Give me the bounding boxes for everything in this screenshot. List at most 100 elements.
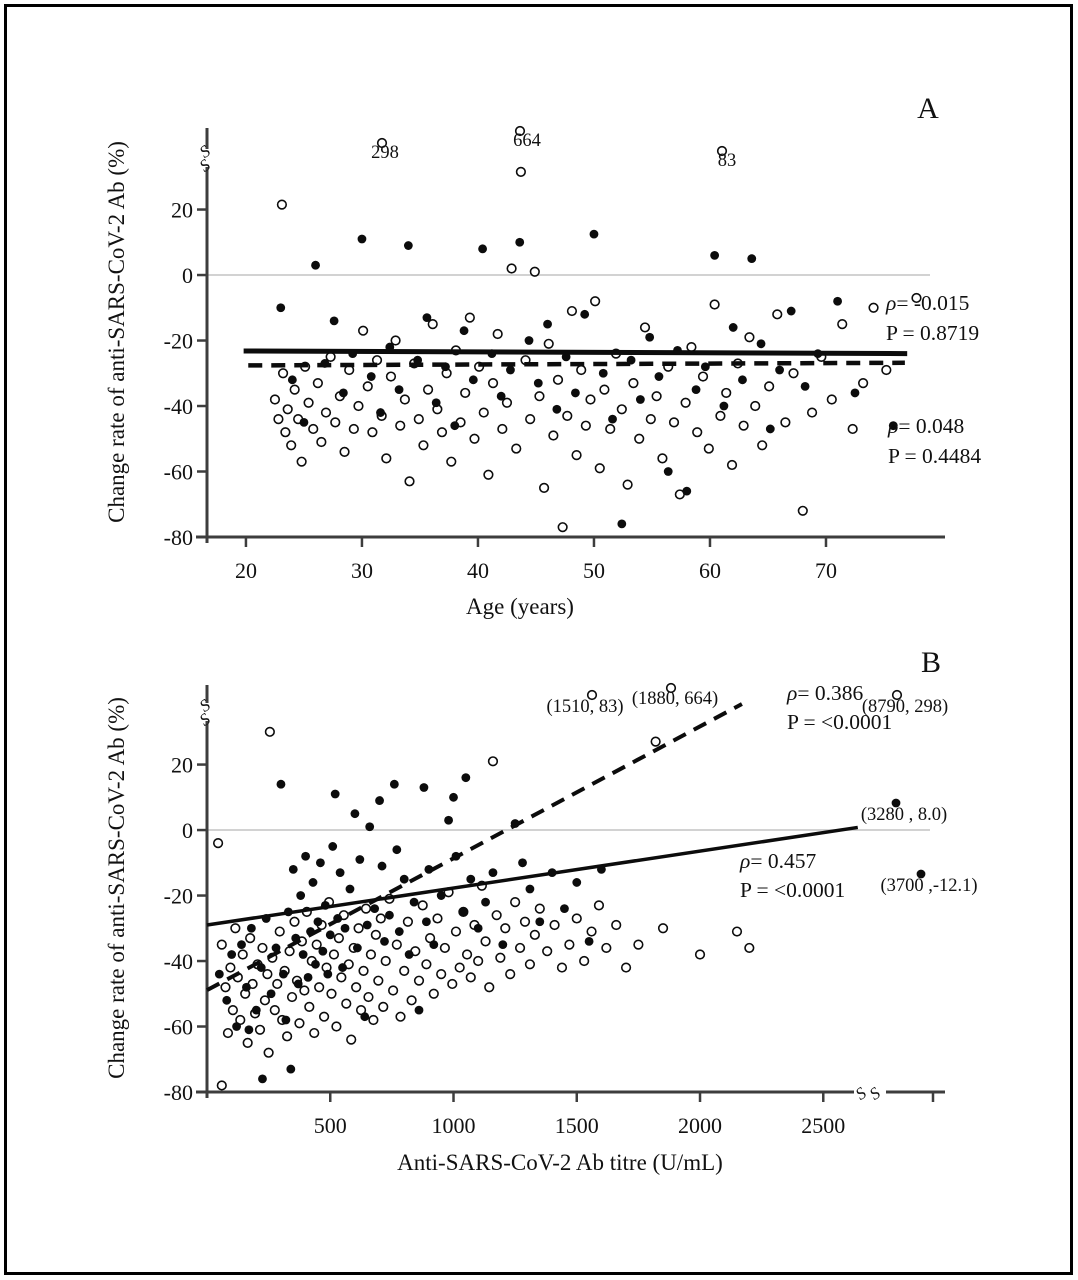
data-point [360, 903, 372, 914]
data-point [620, 962, 632, 973]
data-point [212, 838, 224, 849]
data-point [552, 374, 564, 385]
data-point [529, 929, 540, 940]
data-point [403, 241, 413, 250]
data-point [506, 365, 515, 375]
data-point [365, 822, 375, 832]
data-point [362, 381, 373, 392]
x-tick-label: 500 [314, 1113, 347, 1138]
off-scale-label: (8790, 298) [862, 697, 948, 717]
data-point [911, 292, 922, 304]
data-point [833, 296, 842, 306]
data-point [220, 982, 231, 993]
data-point [538, 482, 550, 493]
data-point [394, 927, 404, 936]
data-point [535, 917, 545, 927]
data-point [497, 423, 508, 435]
data-point [491, 910, 502, 921]
data-point [308, 423, 319, 435]
y-axis-title: Change rate of anti-SARS-CoV-2 Ab (%) [104, 697, 129, 1079]
data-point [709, 299, 720, 310]
data-point [765, 424, 775, 434]
data-point [230, 923, 241, 934]
y-tick-label: -80 [164, 525, 193, 550]
data-point [391, 939, 402, 950]
data-point [744, 332, 755, 343]
data-point [289, 916, 300, 927]
data-point [495, 952, 506, 963]
data-point [330, 789, 340, 799]
data-point [395, 420, 406, 431]
data-point [459, 326, 469, 336]
data-point [299, 985, 310, 996]
data-point [447, 978, 458, 990]
x-tick-label: 70 [815, 558, 837, 583]
x-tick-label: 30 [351, 558, 373, 583]
data-point [339, 446, 350, 457]
data-point [731, 926, 743, 937]
data-point [552, 404, 562, 414]
data-point [525, 414, 536, 425]
data-point [529, 266, 540, 277]
data-point [262, 969, 273, 980]
data-point [225, 962, 236, 973]
p-value-stat: P = 0.4484 [888, 444, 981, 468]
data-point [780, 417, 791, 428]
data-point [328, 949, 340, 960]
data-point [368, 1014, 379, 1026]
data-point [800, 381, 810, 391]
data-point [353, 400, 364, 412]
data-point [756, 339, 766, 349]
data-point [589, 229, 599, 239]
data-point [599, 384, 610, 395]
data-point [458, 907, 468, 917]
data-point [585, 394, 596, 405]
data-point [518, 858, 527, 868]
data-point [881, 364, 892, 376]
x-axis: 20 30 40 50 60 70 [196, 535, 945, 583]
off-scale-point [891, 689, 903, 701]
data-point [436, 891, 446, 900]
y-tick-label: -80 [164, 1080, 193, 1105]
y-tick-label: -20 [164, 329, 193, 354]
data-point [524, 959, 536, 970]
data-point [312, 377, 323, 389]
x-axis-title: Anti-SARS-CoV-2 Ab titre (U/mL) [397, 1150, 723, 1175]
data-point [639, 322, 651, 333]
data-point [279, 969, 288, 979]
data-point [511, 443, 522, 454]
data-point [336, 972, 347, 983]
data-point [593, 900, 605, 911]
data-point [680, 397, 691, 408]
y-tick-label: -60 [164, 1015, 193, 1040]
data-point [385, 910, 394, 920]
data-point [421, 917, 431, 927]
data-point [314, 982, 325, 993]
data-point [352, 943, 362, 953]
data-point [362, 920, 372, 930]
data-point [501, 397, 513, 408]
data-point [399, 874, 409, 884]
data-point [580, 420, 591, 431]
data-point [346, 1034, 357, 1045]
y-tick-label: 0 [182, 263, 193, 288]
data-point [686, 341, 697, 353]
data-point [325, 351, 336, 362]
data-point [277, 368, 289, 379]
data-point [692, 427, 703, 438]
data-point [296, 891, 306, 900]
data-point [584, 936, 594, 946]
data-point [488, 868, 498, 878]
solid-trend-line [243, 348, 908, 357]
data-point [318, 1011, 330, 1022]
rho-stat: ρ= -0.015 [885, 291, 969, 315]
data-point [465, 972, 476, 983]
data-point [506, 263, 517, 274]
series-filled [214, 773, 606, 1084]
data-point [487, 756, 499, 767]
data-point [246, 923, 256, 933]
data-point [428, 988, 439, 999]
